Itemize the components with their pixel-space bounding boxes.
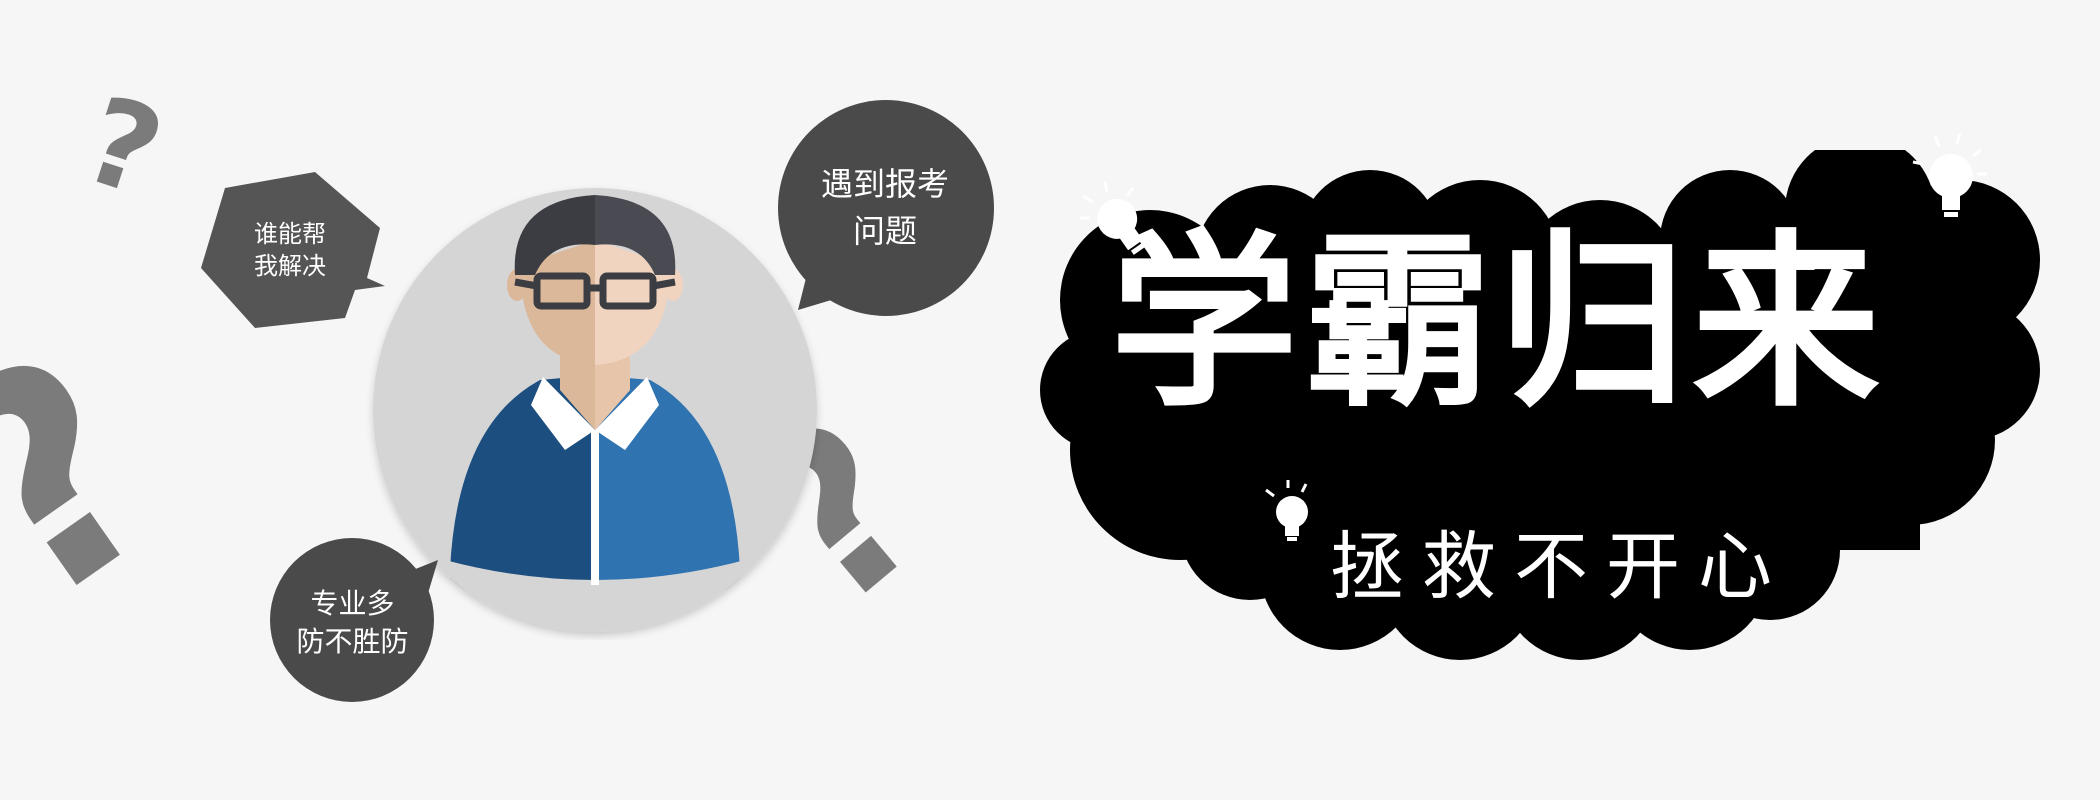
speech-bubble-top-right-text: 遇到报考 问题 <box>790 150 980 265</box>
person-avatar-icon <box>373 188 817 632</box>
main-title: 学霸归来 <box>1110 214 1886 433</box>
bubble-line: 我解决 <box>254 252 326 280</box>
speech-bubble-top-left <box>201 172 385 328</box>
bubble-line: 专业多 <box>310 586 395 620</box>
question-mark-icon: ? <box>0 286 219 673</box>
lightbulb-icon <box>1912 133 1987 217</box>
bubble-line: 防不胜防 <box>296 624 409 658</box>
speech-bubble-top-left-text: 谁能帮 我解决 <box>220 200 360 300</box>
subtitle: 拯救不开心 <box>1330 524 1790 610</box>
bubble-line: 谁能帮 <box>254 219 326 248</box>
lightbulb-icon <box>1265 480 1308 541</box>
speech-bubble-bottom-left-text: 专业多 防不胜防 <box>280 570 425 675</box>
lightbulb-icon <box>1080 181 1146 255</box>
speech-bubble-bottom-left <box>270 538 438 702</box>
speech-bubble-top-right <box>778 100 994 316</box>
bubble-line: 问题 <box>852 211 917 250</box>
question-mark-icon: ? <box>68 70 178 225</box>
bubble-line: 遇到报考 <box>820 165 949 204</box>
title-cloud <box>1040 150 2040 660</box>
glasses-icon <box>514 272 676 310</box>
